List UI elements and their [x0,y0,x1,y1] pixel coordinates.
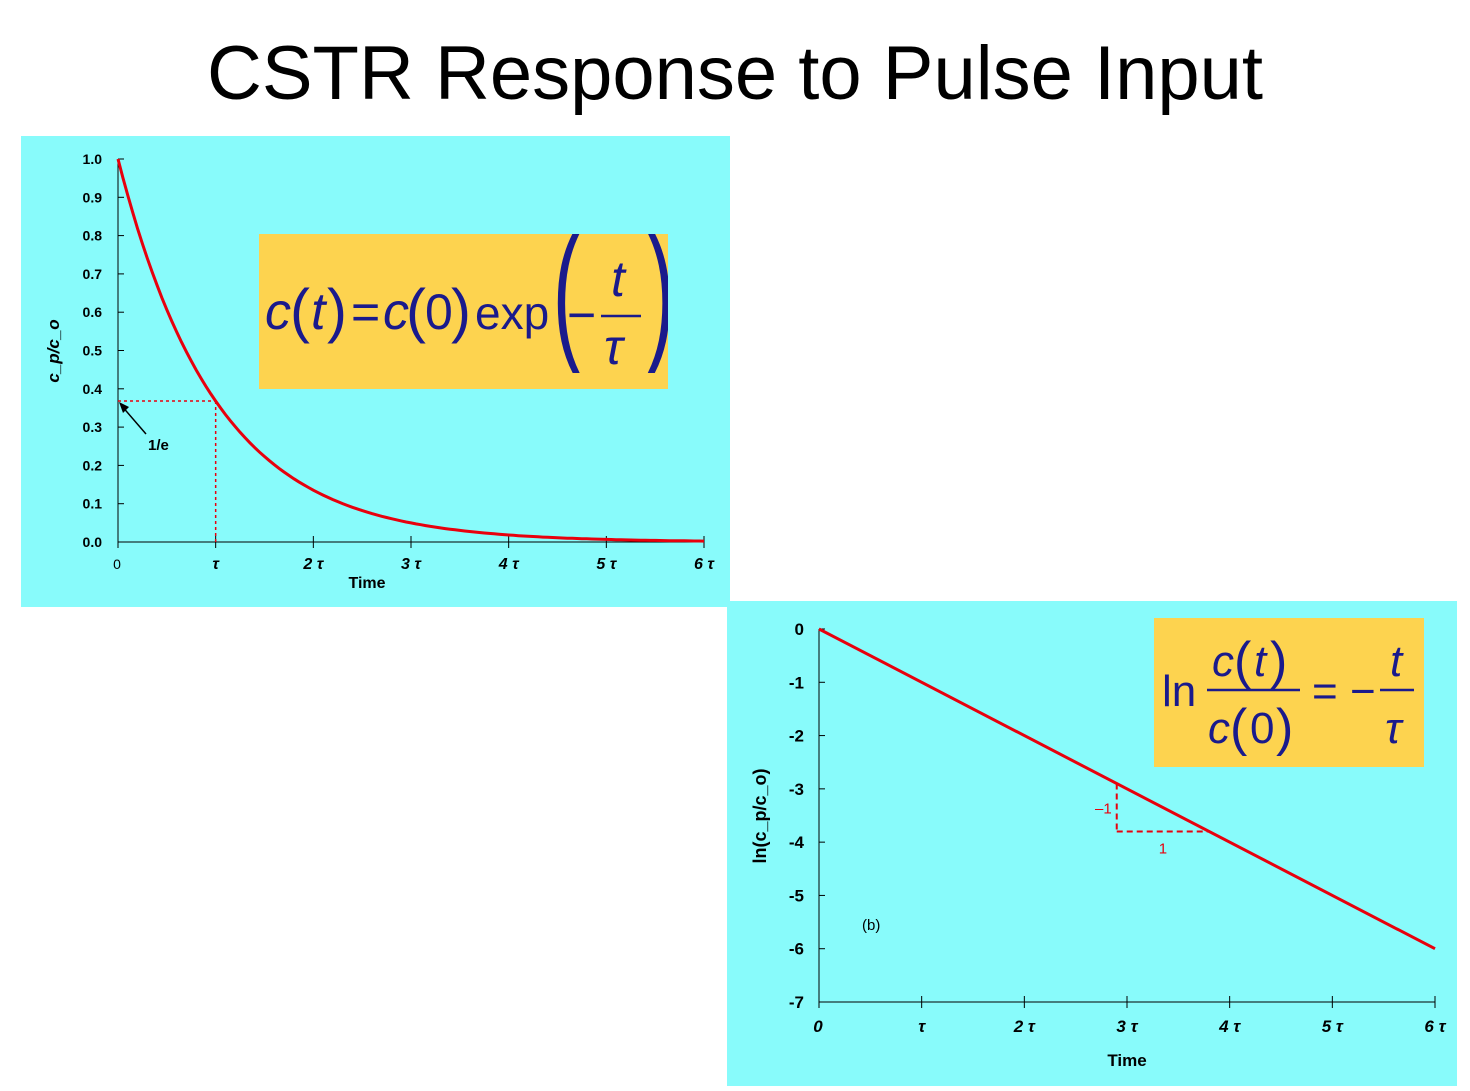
decay-curve [116,158,705,543]
panel-label-b: (b) [862,917,880,934]
x-tick-label-b: 5 τ [1322,1017,1344,1036]
x-axis-title-b: Time [1107,1051,1146,1070]
eq-b-den-lparen: ( [1230,699,1248,757]
eq-a-equals: = [351,284,380,340]
x-tick-label-b: 0 [813,1017,823,1036]
ln-line [818,627,1436,951]
eq-b-rhs-num: t [1390,637,1404,686]
y-tick-label-a: 1.0 [83,151,103,167]
x-tick-label-b: 2 τ [1013,1017,1036,1036]
eq-a-big-rparen: ) [647,234,668,374]
y-tick-label-b: -2 [789,727,804,746]
eq-b-den-0: 0 [1250,704,1274,753]
eq-a-lparen2: ( [406,277,426,344]
x-tick-label-b: τ [918,1017,926,1036]
one-over-e-arrowhead [119,402,129,414]
eq-a-zero: 0 [425,284,453,340]
y-tick-label-a: 0.2 [83,457,103,473]
chart-panel-a: 0.0 0.1 0.2 0.3 0.4 0.5 0.6 0.7 0.8 0.9 1.0 0 τ 2 τ 3 … [21,136,730,607]
eq-a-minus: − [567,287,596,343]
x-tick-label-a: 3 τ [401,556,422,573]
y-tick-label-a: 0.5 [83,343,103,359]
eq-b-num-lparen: ( [1234,632,1252,690]
x-tick-label-a: 2 τ [302,556,324,573]
eq-a-exp: exp [475,287,549,339]
eq-a-rparen2: ) [451,277,471,344]
x-tick-label-b: 6 τ [1424,1017,1446,1036]
x-tick-label-b: 4 τ [1218,1017,1241,1036]
y-axis-title-b: ln(c_p/c_o) [750,768,770,863]
eq-a-rparen1: ) [327,277,347,344]
y-tick-label-b: -3 [789,780,804,799]
eq-b-rhs-den: τ [1385,704,1404,753]
slide-title: CSTR Response to Pulse Input [206,31,1264,116]
y-tick-label-a: 0.1 [83,496,103,512]
eq-b-num-rparen: ) [1270,632,1287,690]
y-tick-label-a: 0.4 [83,381,103,397]
one-over-e-label: 1/e [148,437,169,454]
equation-a: c ( t ) = c ( 0 ) exp ( − t τ ) [265,206,675,375]
equation-b: ln c ( t ) c ( 0 ) = − t τ [1162,632,1414,757]
y-tick-label-a: 0.3 [83,419,103,435]
y-tick-label-b: -4 [789,833,805,852]
y-axis-title-a: c_p/c_o [44,319,63,382]
slope-rise-label: –1 [1095,801,1112,818]
y-tick-label-a: 0.9 [83,189,103,205]
eq-b-num-c: c [1212,637,1234,686]
eq-b-den-c: c [1208,704,1230,753]
x-tick-label-a: 5 τ [596,556,617,573]
x-axis-title-a: Time [348,575,385,592]
y-tick-label-a: 0.6 [83,304,103,320]
slope-run-label: 1 [1159,840,1167,857]
chart-a-svg: 0.0 0.1 0.2 0.3 0.4 0.5 0.6 0.7 0.8 0.9 1.0 0 τ 2 τ 3 … [44,151,715,592]
eq-b-ln: ln [1162,667,1196,716]
eq-a-big-lparen: ( [553,234,580,374]
y-tick-label-a: 0.7 [83,266,103,282]
eq-a-num: t [611,251,627,307]
eq-a-den: τ [604,319,626,375]
eq-b-minus: − [1350,667,1376,716]
equation-box-b: ln c ( t ) c ( 0 ) = − t τ [1154,618,1424,767]
eq-a-c0: c [383,283,409,341]
y-tick-label-b: -5 [789,886,804,905]
eq-a-c: c [265,283,291,341]
x-tick-label-a: 6 τ [694,556,715,573]
equation-box-a: c ( t ) = c ( 0 ) exp ( − t τ ) [259,206,675,389]
y-tick-label-b: 0 [795,620,804,639]
eq-a-t: t [311,283,328,341]
y-tick-label-b: -7 [789,993,804,1012]
y-tick-label-a: 0.8 [83,228,103,244]
eq-a-lparen1: ( [290,277,310,344]
y-tick-label-b: -6 [789,940,804,959]
x-tick-label-a: 0 [113,556,121,572]
eq-b-equals: = [1312,667,1338,716]
y-tick-label-b: -1 [789,673,804,692]
x-tick-label-b: 3 τ [1116,1017,1138,1036]
eq-b-num-t: t [1254,637,1268,686]
x-tick-label-a: τ [212,556,220,573]
eq-b-den-rparen: ) [1276,699,1293,757]
x-tick-label-a: 4 τ [498,556,520,573]
y-tick-label-a: 0.0 [83,534,103,550]
